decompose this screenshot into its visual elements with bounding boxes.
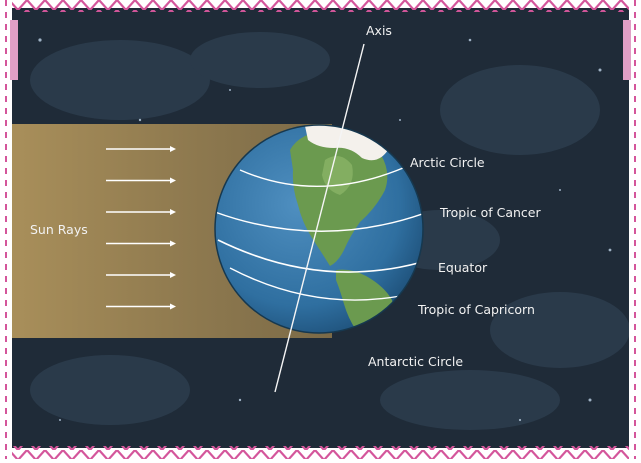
sun-ray-arrowhead	[170, 240, 176, 247]
antarctic-circle-label: Antarctic Circle	[368, 354, 463, 369]
equator-label: Equator	[438, 260, 488, 275]
left-tab-decoration	[10, 20, 18, 80]
sun-ray-arrowhead	[170, 177, 176, 184]
tropic-of-cancer-label: Tropic of Cancer	[439, 205, 541, 220]
axis-label: Axis	[366, 23, 392, 38]
earth-axis-line	[274, 43, 365, 393]
equator-line	[217, 239, 423, 273]
sun-ray-arrows	[106, 146, 176, 310]
tropic-of-capricorn-label: Tropic of Capricorn	[417, 302, 535, 317]
tropic-of-capricorn-line	[229, 267, 416, 301]
sun-ray-arrowhead	[170, 272, 176, 278]
right-tab-decoration	[623, 20, 631, 80]
north-america-landmass	[290, 129, 388, 266]
sun-ray-arrowhead	[170, 209, 176, 215]
earth-globe	[214, 124, 424, 334]
arctic-circle-label: Arctic Circle	[410, 155, 485, 170]
stars	[38, 38, 612, 422]
sun-ray-arrowhead	[170, 146, 176, 152]
tropic-of-cancer-line	[215, 211, 423, 232]
sun-ray-arrowhead	[170, 303, 176, 310]
sun-rays-label: Sun Rays	[30, 222, 88, 237]
arctic-circle-line	[239, 164, 411, 187]
